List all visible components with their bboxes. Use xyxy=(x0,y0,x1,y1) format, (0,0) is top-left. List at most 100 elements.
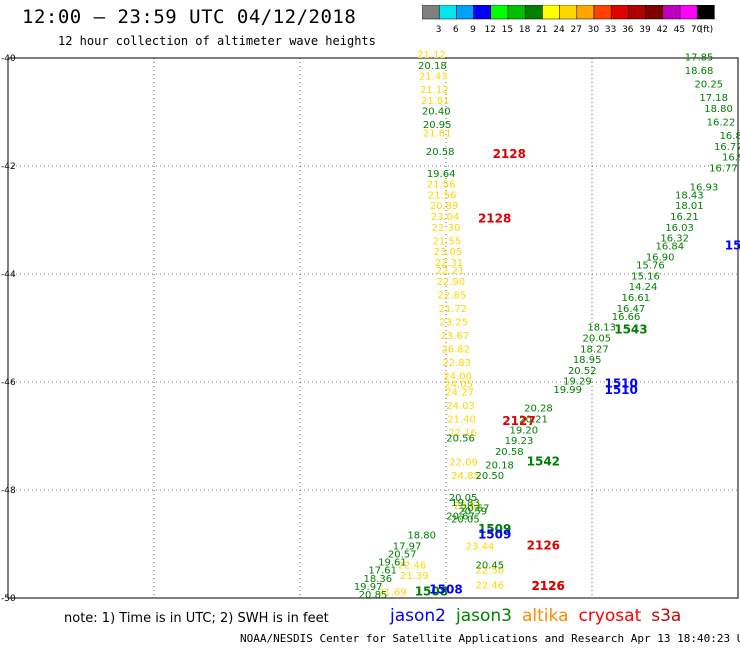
swh-point-jason3: 18.95 xyxy=(573,355,602,366)
swh-point-altika: 24.27 xyxy=(445,388,474,399)
swh-point-jason3: 18.80 xyxy=(704,104,733,115)
swh-point-jason3: 18.43 xyxy=(675,190,704,201)
footer-credit: NOAA/NESDIS Center for Satellite Applica… xyxy=(240,632,740,645)
y-tick-label: -50 xyxy=(1,594,16,604)
data-points: 21.1221.4321.1221.8121.8121.5621.5620.89… xyxy=(354,50,740,601)
swh-point-jason3: 20.95 xyxy=(423,120,452,131)
page-subtitle: 12 hour collection of altimeter wave hei… xyxy=(58,34,376,48)
track-label: 1543 xyxy=(614,322,647,336)
swh-point-altika: 21.55 xyxy=(433,236,462,247)
swh-point-altika: 21.12 xyxy=(420,85,449,96)
swh-point-altika: 21.12 xyxy=(417,50,446,61)
swh-point-jason3: 20.58 xyxy=(495,447,524,458)
track-label: 2126 xyxy=(531,579,564,593)
swh-point-jason3: 18.36 xyxy=(364,574,393,585)
swh-point-altika: 21.72 xyxy=(438,304,467,315)
swh-point-altika: 22.46 xyxy=(398,560,427,571)
swh-point-jason3: 16.03 xyxy=(665,223,694,234)
swh-point-altika: 23.44 xyxy=(466,541,495,552)
swh-point-jason3: 20.18 xyxy=(485,460,514,471)
track-label: 2126 xyxy=(531,579,564,593)
swh-point-altika: 20.61 xyxy=(454,501,483,512)
swh-point-altika: 22.31 xyxy=(435,258,464,269)
track-label: 1510 xyxy=(604,376,637,390)
swh-point-jason3: 20.52 xyxy=(568,366,597,377)
legend-label: 39 xyxy=(639,25,651,35)
legend-label: 15 xyxy=(502,25,513,35)
swh-point-jason3: 16.66 xyxy=(612,312,641,323)
swh-point-altika: 22.83 xyxy=(442,358,471,369)
axis-tick-labels: 105108111114117120-40-42-44-46-48-50 xyxy=(1,54,16,604)
track-label: 2126 xyxy=(527,538,560,552)
swh-point-jason3: 14.24 xyxy=(629,282,658,293)
swh-point-altika: 21.56 xyxy=(427,180,456,191)
footer-note: note: 1) Time is in UTC; 2) SWH is in fe… xyxy=(64,611,329,626)
swh-point-jason3: 16.9 xyxy=(722,153,740,164)
swh-point-jason3: 17.85 xyxy=(685,53,714,64)
swh-point-jason3: 16.93 xyxy=(690,182,719,193)
track-label: 2128 xyxy=(493,147,526,161)
satellite-label-cryosat: cryosat xyxy=(578,606,642,626)
track-label: 1508 xyxy=(415,584,448,598)
swh-point-altika: 24.85 xyxy=(451,471,480,482)
swh-point-jason3: 19.97 xyxy=(354,582,383,593)
swh-point-altika: 22.09 xyxy=(449,458,478,469)
swh-point-altika: 23.05 xyxy=(434,247,463,258)
swh-point-jason3: 16.84 xyxy=(656,242,685,253)
swh-point-altika: 22.16 xyxy=(448,428,477,439)
swh-point-jason3: 17.97 xyxy=(393,541,422,552)
swh-point-jason3: 16.77 xyxy=(714,142,740,153)
swh-point-jason3: 20.21 xyxy=(519,415,548,426)
swh-point-jason3: 16.90 xyxy=(646,253,675,264)
swh-point-jason3: 19.83 xyxy=(451,498,480,509)
legend-label: 42 xyxy=(656,25,667,35)
swh-point-jason3: 18.13 xyxy=(587,323,616,334)
swh-point-jason3: 20.05 xyxy=(451,514,480,525)
satellite-label-altika: altika xyxy=(522,606,569,626)
swh-point-altika: 21.43 xyxy=(419,72,448,83)
swh-point-altika: 20.89 xyxy=(430,201,459,212)
track-label: 1508 xyxy=(429,583,462,597)
legend-swatch xyxy=(696,5,715,20)
swh-point-altika: 24.00 xyxy=(443,371,472,382)
swh-point-altika: 22.85 xyxy=(438,290,467,301)
swh-point-jason3: 19.29 xyxy=(563,377,592,388)
swh-point-altika: 22.21 xyxy=(436,266,465,277)
satellite-label-jason2: jason2 xyxy=(390,606,446,626)
swh-point-jason3: 20.57 xyxy=(388,550,417,561)
color-legend: 3 6 9 12 15 18 21 24 27 30 33 36 39 42 45 70(ft) xyxy=(422,5,715,35)
swh-point-altika: 21.69 xyxy=(378,587,407,598)
swh-point-jason3: 20.50 xyxy=(475,471,504,482)
swh-point-altika: 23.04 xyxy=(431,212,460,223)
swh-point-jason3: 19.20 xyxy=(510,425,539,436)
swh-point-jason3: 16.22 xyxy=(707,118,736,129)
legend-label: 30 xyxy=(588,25,600,35)
swh-point-jason3: 19.23 xyxy=(505,436,534,447)
swh-point-altika: 23.25 xyxy=(439,317,468,328)
swh-point-jason3: 17.61 xyxy=(368,566,397,577)
swh-point-altika: 22.30 xyxy=(432,223,461,234)
track-label: 1542 xyxy=(527,455,560,469)
swh-point-altika: 21.56 xyxy=(428,190,457,201)
swh-point-altika: 21.81 xyxy=(423,128,452,139)
swh-point-jason3: 20.56 xyxy=(446,433,475,444)
swh-point-jason3: 20.05 xyxy=(449,493,478,504)
track-label: 1510 xyxy=(604,383,637,397)
legend-label: 24 xyxy=(553,25,565,35)
swh-point-jason3: 19.64 xyxy=(427,169,456,180)
swh-point-jason3: 20.59 xyxy=(458,506,487,517)
y-tick-label: -46 xyxy=(1,378,16,388)
legend-label: 36 xyxy=(622,25,634,35)
page-title: 12:00 – 23:59 UTC 04/12/2018 xyxy=(22,6,357,28)
grid-lines xyxy=(8,58,738,598)
y-tick-label: -48 xyxy=(1,486,16,496)
swh-point-altika: 24.05 xyxy=(444,379,473,390)
satellite-label-jason3: jason3 xyxy=(456,606,512,626)
y-tick-label: -44 xyxy=(1,270,16,280)
swh-point-jason3: 18.80 xyxy=(407,531,436,542)
track-labels: 2128212821272126212621261543154215091508… xyxy=(415,147,740,598)
swh-point-altika: 21.81 xyxy=(421,96,450,107)
legend-label: 3 xyxy=(436,25,442,35)
swh-point-altika: 21.40 xyxy=(447,415,476,426)
swh-point-altika: 26.82 xyxy=(441,344,470,355)
